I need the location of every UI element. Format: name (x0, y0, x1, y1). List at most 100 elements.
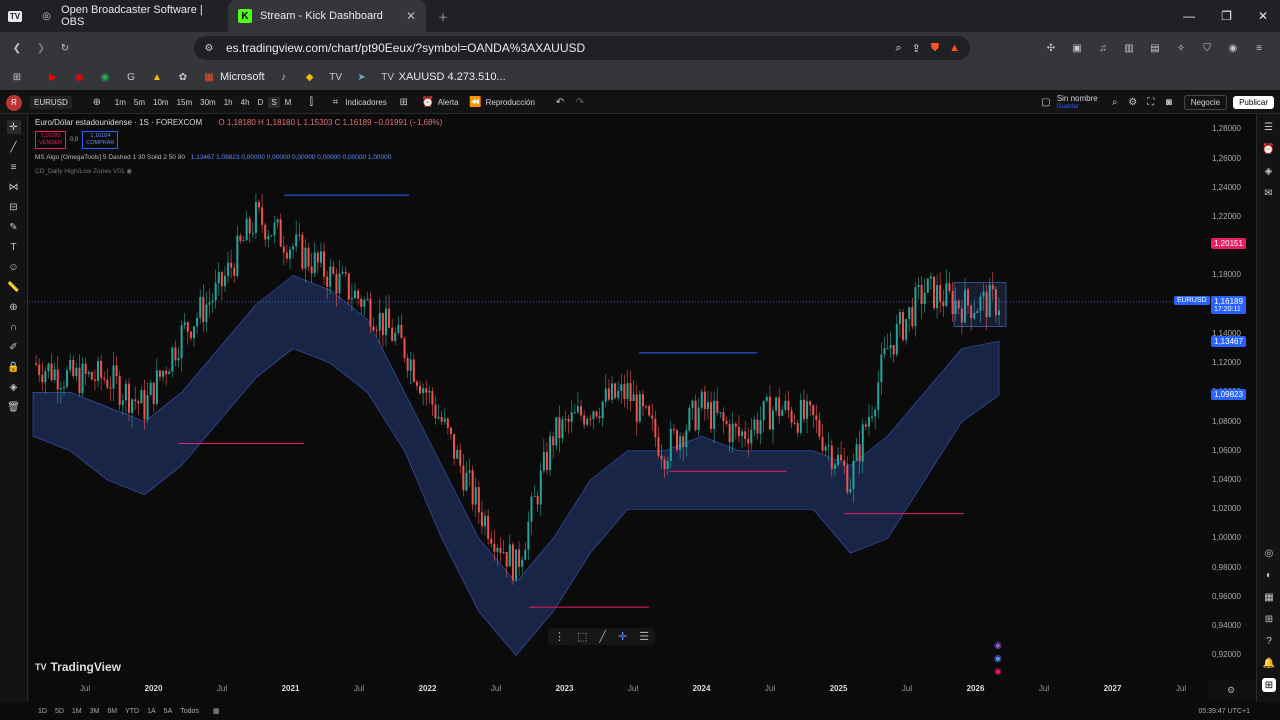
extensions-icon[interactable]: ✣ (1046, 42, 1056, 54)
apps-grid-icon[interactable]: ⊞ (12, 71, 22, 83)
rewards-icon[interactable]: ▲ (949, 41, 960, 54)
reload-icon[interactable]: ↻ (60, 42, 70, 54)
templates-icon[interactable]: ⊞ (399, 97, 408, 108)
range-1M[interactable]: 1M (71, 707, 82, 715)
trash-icon[interactable]: 🗑 (7, 401, 20, 413)
eye-icon[interactable]: ◉ (126, 168, 133, 175)
selection-icon[interactable]: ⬚ (577, 631, 588, 643)
avatar[interactable]: R (6, 94, 22, 111)
new-tab-button[interactable]: ＋ (426, 0, 460, 32)
time-axis[interactable]: Jul 2020 Jul 2021 Jul 2022 Jul 2023 Jul 2024 Jul 20… (29, 680, 1235, 702)
grid-icon[interactable]: ⊞ (1264, 613, 1274, 625)
ruler-icon[interactable]: 📏 (7, 281, 20, 293)
timeframe-4h[interactable]: 4h (240, 98, 250, 107)
fib-icon[interactable]: ≡ (10, 161, 17, 173)
bookmark-xauusd[interactable]: TV XAUUSD 4.273.510... (381, 71, 506, 83)
range-1A[interactable]: 1A (147, 707, 156, 715)
zoom-icon[interactable]: ⌕ (895, 41, 902, 54)
trade-button[interactable]: Negocie (1183, 95, 1228, 110)
forward-icon[interactable]: ❯ (36, 42, 46, 54)
share-icon[interactable]: ⇪ (911, 42, 921, 55)
price-scale[interactable]: 1,280001,260001,240001,220001,200001,180… (1208, 114, 1256, 680)
range-YTD[interactable]: YTD (125, 707, 140, 715)
settings-icon[interactable]: ⚙ (1227, 685, 1236, 695)
chatgpt-icon[interactable]: ✿ (178, 71, 188, 83)
bookmark-microsoft[interactable]: ▦ Microsoft (202, 70, 264, 84)
emoji-icon[interactable]: ☺ (8, 261, 19, 273)
binance-icon[interactable]: ◆ (305, 71, 314, 83)
indicator-legend[interactable]: MS Algo [OmegaTools] 5 Dashed 1 30 Solid… (35, 154, 392, 161)
maximize-button[interactable]: ❐ (1221, 9, 1232, 23)
target-icon[interactable]: ◎ (1264, 547, 1274, 559)
vpn-icon[interactable]: ⛉ (1203, 42, 1211, 54)
ideas-icon[interactable]: ◐ (1265, 569, 1273, 581)
indicators-button[interactable]: ⌗ Indicadores (328, 96, 387, 110)
google-icon[interactable]: G (127, 71, 135, 83)
close-window-button[interactable]: ✕ (1257, 9, 1268, 23)
tab-obs[interactable]: ◎ Open Broadcaster Software | OBS (30, 0, 228, 32)
trendline-icon[interactable]: ╱ (10, 141, 17, 153)
line-icon[interactable]: ╱ (599, 631, 607, 643)
publish-button[interactable]: Publicar (1233, 96, 1274, 109)
drag-handle-icon[interactable]: ⋮ (554, 631, 565, 643)
pattern-icon[interactable]: ⋈ (8, 181, 19, 193)
layout-menu[interactable]: ▢ Sin nombre Guardar (1039, 94, 1098, 111)
watchlist-icon[interactable]: ☰ (1264, 121, 1273, 133)
minimize-button[interactable]: — (1183, 9, 1196, 23)
alerts-icon[interactable]: ⏰ (1262, 143, 1275, 155)
redo-icon[interactable]: ↷ (575, 97, 585, 108)
range-5A[interactable]: 5A (163, 707, 173, 715)
media-icon[interactable]: ♫ (1099, 42, 1107, 54)
undo-icon[interactable]: ↶ (555, 97, 565, 108)
alert-button[interactable]: ⏰ Alerta (421, 97, 459, 108)
timeframe-S[interactable]: S (268, 97, 280, 108)
cross-icon[interactable]: ✛ (618, 631, 628, 643)
site-info-icon[interactable]: ⚙ (204, 42, 214, 54)
help-icon[interactable]: ? (1266, 635, 1272, 647)
youtube-icon[interactable]: ▶ (49, 71, 57, 83)
camera-icon[interactable]: ◙ (1165, 97, 1172, 108)
profile-icon[interactable]: ◉ (1228, 42, 1238, 54)
event-icon[interactable]: ◉ (994, 653, 1002, 663)
tradingview-bookmark-icon[interactable]: TV (329, 71, 343, 83)
back-icon[interactable]: ❮ (12, 42, 22, 54)
sidebar-icon[interactable]: ▥ (1124, 42, 1134, 54)
sell-button[interactable]: 1,16189 VENDER (35, 131, 66, 149)
wallet-icon[interactable]: ▤ (1150, 42, 1160, 54)
timeframe-15m[interactable]: 15m (176, 98, 193, 107)
timeframe-1m[interactable]: 1m (114, 98, 126, 107)
timeframe-M[interactable]: M (284, 98, 292, 107)
url-field[interactable]: ⚙ es.tradingview.com/chart/pt90Eeux/?sym… (194, 36, 970, 60)
timeframe-10m[interactable]: 10m (153, 98, 169, 107)
indicator2-legend[interactable]: CD_Daily High/Low Zones V01 ◉ (35, 168, 133, 175)
crosshair-icon[interactable]: ✛ (6, 120, 21, 134)
settings-icon[interactable]: ⚙ (1128, 97, 1138, 108)
app-menu-button[interactable]: TV (0, 0, 30, 32)
timeframe-30m[interactable]: 30m (200, 98, 216, 107)
leo-ai-icon[interactable]: ✧ (1176, 42, 1186, 54)
range-6M[interactable]: 6M (107, 707, 118, 715)
range-5D[interactable]: 5D (54, 707, 64, 715)
lines-settings-icon[interactable]: ☰ (639, 631, 650, 643)
lock-drawing-icon[interactable]: ✐ (9, 341, 18, 353)
chat-icon[interactable]: ✉ (1264, 187, 1273, 199)
layers-icon[interactable]: ◈ (1264, 165, 1273, 177)
arrow-bookmark-icon[interactable]: ➤ (357, 71, 366, 83)
date-range-icon[interactable]: ▦ (212, 708, 220, 715)
replay-button[interactable]: ⏪ Reproducción (469, 97, 535, 108)
event-icon[interactable]: ◉ (994, 640, 1002, 650)
range-3M[interactable]: 3M (89, 707, 100, 715)
bell-icon[interactable]: 🔔 (1262, 657, 1276, 669)
chart-type-icon[interactable]: ⫿ (309, 97, 313, 108)
screenshot-icon[interactable]: ▣ (1072, 42, 1082, 54)
brave-shield-icon[interactable]: ⛊ (930, 41, 940, 54)
search-icon[interactable]: ⌕ (1111, 97, 1118, 108)
lock-icon[interactable]: 🔒 (7, 361, 20, 373)
close-tab-icon[interactable]: ✕ (405, 9, 416, 23)
drive-icon[interactable]: ▲ (152, 71, 162, 83)
event-icon[interactable]: ◉ (994, 666, 1002, 676)
compare-add-icon[interactable]: ⊕ (92, 97, 101, 108)
timeframe-D[interactable]: D (257, 98, 264, 107)
text-icon[interactable]: T (10, 241, 17, 253)
range-1D[interactable]: 1D (38, 707, 47, 715)
